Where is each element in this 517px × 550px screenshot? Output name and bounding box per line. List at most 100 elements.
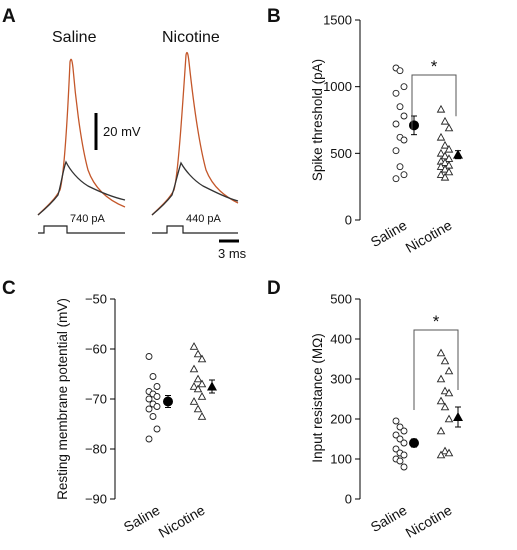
panel-b-point-nicotine <box>440 172 450 181</box>
panel-d-point-nicotine <box>440 386 450 395</box>
panel-d-point-saline <box>400 439 408 447</box>
panel-c-y-tick-label: −60 <box>85 342 107 357</box>
panel-c-y-tick-label: −50 <box>85 292 107 307</box>
panel-b: B Spike threshold (pA) 050010001500Salin… <box>267 6 463 256</box>
panel-d-category-label: Nicotine <box>403 502 455 541</box>
panel-b-point-nicotine <box>444 167 454 176</box>
panel-c-point-nicotine <box>197 379 207 388</box>
panel-c-point-saline <box>153 403 161 410</box>
panel-d-mean-nicotine <box>453 412 463 421</box>
panel-b-point-saline <box>392 175 400 183</box>
panel-c-point-saline <box>153 425 161 433</box>
panel-d-y-tick-label: 0 <box>345 492 352 507</box>
panel-d-y-tick-label: 400 <box>330 332 352 347</box>
panel-d-point-nicotine <box>440 402 450 411</box>
panel-c-point-nicotine <box>193 374 203 383</box>
panel-c-point-saline <box>145 353 153 360</box>
saline-trace-title: Saline <box>52 29 97 46</box>
panel-d-significance-star: * <box>433 312 440 331</box>
panel-d-point-nicotine <box>436 426 446 435</box>
panel-d-y-tick-label: 300 <box>330 372 352 387</box>
panel-c-point-saline <box>153 383 161 390</box>
panel-c-point-nicotine <box>193 349 203 358</box>
voltage-scale-label: 20 mV <box>103 124 141 139</box>
panel-d-point-saline <box>400 427 408 435</box>
panel-letter-c: C <box>2 278 16 299</box>
panel-c-point-nicotine <box>189 382 199 390</box>
panel-letter-b: B <box>267 6 281 27</box>
panel-d-point-nicotine <box>444 414 454 423</box>
panel-b-point-saline <box>396 103 404 111</box>
panel-d-point-saline <box>392 445 400 453</box>
panel-b-mean-nicotine <box>453 149 463 159</box>
panel-b-point-nicotine <box>436 162 446 170</box>
panel-c-point-nicotine <box>197 412 207 420</box>
panel-c-y-tick-label: −90 <box>85 492 107 507</box>
panel-c-y-tick-label: −70 <box>85 392 107 407</box>
panel-c-point-saline <box>153 393 161 400</box>
panel-c-point-saline <box>145 395 153 403</box>
saline-subthreshold-trace <box>37 160 126 216</box>
panel-d-point-nicotine <box>444 448 454 457</box>
panel-d-point-nicotine <box>440 356 450 365</box>
panel-b-point-nicotine <box>444 144 454 153</box>
nicotine-current-step <box>152 225 238 234</box>
panel-b-point-nicotine <box>436 170 446 178</box>
panel-b-point-saline <box>400 171 408 179</box>
panel-b-point-saline <box>392 120 400 128</box>
nicotine-current-label: 440 pA <box>186 213 222 225</box>
panel-b-y-tick-label: 1500 <box>323 13 352 28</box>
panel-letter-a: A <box>2 6 16 27</box>
panel-b-point-nicotine <box>436 132 446 141</box>
panel-d-point-nicotine <box>436 450 446 459</box>
panel-d-point-saline <box>396 435 404 443</box>
saline-current-step <box>38 225 125 234</box>
panel-b-category-label: Nicotine <box>403 217 455 256</box>
panel-c-category-label: Nicotine <box>156 502 208 541</box>
nicotine-trace-title: Nicotine <box>162 29 220 46</box>
panel-d-y-tick-label: 200 <box>330 412 352 427</box>
panel-d-point-saline <box>396 423 404 431</box>
panel-b-significance-star: * <box>431 57 438 76</box>
panel-c-point-saline <box>149 373 157 380</box>
panel-b-mean-saline <box>409 120 419 131</box>
panel-b-point-nicotine <box>440 116 450 125</box>
panel-c-point-nicotine <box>197 392 207 400</box>
panel-c-mean-saline <box>163 396 173 407</box>
panel-b-point-nicotine <box>440 140 450 149</box>
panel-d-point-nicotine <box>444 366 454 375</box>
panel-d-point-nicotine <box>436 396 446 405</box>
saline-spike-trace <box>37 58 126 216</box>
panel-c-y-axis-title: Resting membrane potential (mV) <box>55 298 70 500</box>
panel-b-significance-bracket <box>411 74 457 130</box>
panel-c-point-saline <box>145 405 153 413</box>
panel-d: D Input resistance (MΩ) 0 100 200 300 400 500… <box>267 278 463 541</box>
panel-b-y-axis-title: Spike threshold (pA) <box>310 59 325 181</box>
panel-d-mean-saline <box>409 438 419 448</box>
panel-d-y-axis-title: Input resistance (MΩ) <box>310 333 325 462</box>
panel-b-point-saline <box>400 136 408 144</box>
panel-c-point-saline <box>145 435 153 443</box>
panel-a: A Saline Nicotine 740 pA 440 pA 20 mV 3 … <box>2 6 247 261</box>
panel-c-point-nicotine <box>197 354 207 363</box>
panel-c-point-nicotine <box>189 397 199 405</box>
panel-c-mean-nicotine <box>207 381 217 391</box>
panel-b-point-saline <box>392 147 400 155</box>
panel-b-y-tick-label: 1000 <box>323 79 352 94</box>
panel-d-y-tick-label: 100 <box>330 452 352 467</box>
panel-b-y-tick-label: 0 <box>345 213 352 228</box>
panel-b-point-nicotine <box>440 164 450 173</box>
panel-b-point-nicotine <box>436 148 446 157</box>
panel-d-point-saline <box>400 451 408 459</box>
panel-d-point-nicotine <box>440 446 450 455</box>
nicotine-spike-trace <box>151 51 239 216</box>
panel-c: C Resting membrane potential (mV) −50 −60… <box>2 278 217 541</box>
panel-b-point-saline <box>392 89 400 97</box>
panel-d-point-saline <box>396 457 404 465</box>
panel-c-point-nicotine <box>193 384 203 393</box>
panel-b-point-saline <box>396 163 404 171</box>
